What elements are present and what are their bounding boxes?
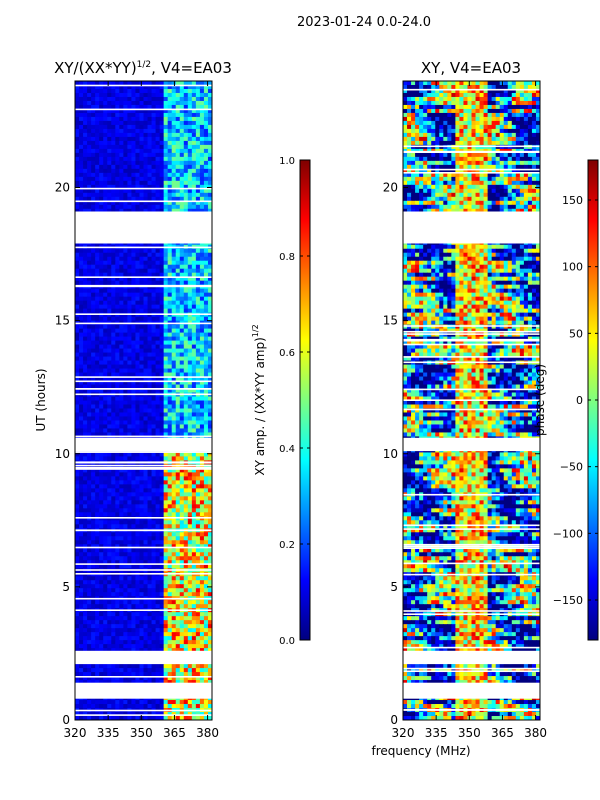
flagged-band xyxy=(75,650,212,665)
y-tick-label: 10 xyxy=(383,447,398,461)
colorbar-tick-label: 0.8 xyxy=(279,252,295,263)
amp-colorbar: 0.0 0.2 0.4 0.6 0.8 1.0 XY amp. / (XX*YY amp)… xyxy=(251,156,311,647)
phase-axes-frame xyxy=(402,80,541,721)
x-tick-label: 380 xyxy=(196,726,219,740)
phase-colorbar-label: phase (deg) xyxy=(533,364,547,436)
x-tick-label: 335 xyxy=(97,726,120,740)
x-tick-label: 365 xyxy=(163,726,186,740)
flagged-band xyxy=(403,211,540,244)
x-tick-label: 320 xyxy=(392,726,415,740)
y-tick-label: 20 xyxy=(55,181,70,195)
phase-heatmap xyxy=(403,81,540,720)
colorbar-tick-label: −150 xyxy=(553,594,583,607)
x-tick-label: 335 xyxy=(425,726,448,740)
phase-x-axis: 320 335 350 365 380 xyxy=(392,81,547,740)
x-tick-label: 350 xyxy=(458,726,481,740)
phase-panel: XY, V4=EA03 320 335 350 365 380 0 5 10 15 20 xyxy=(383,59,547,740)
colorbar-tick-label: 0 xyxy=(576,394,583,407)
x-tick-label: 320 xyxy=(64,726,87,740)
flagged-band xyxy=(75,682,212,699)
flagged-band xyxy=(403,437,540,452)
y-tick-label: 5 xyxy=(390,580,398,594)
y-tick-label: 10 xyxy=(55,447,70,461)
y-tick-label: 15 xyxy=(55,314,70,328)
amp-ratio-y-axis: 0 5 10 15 20 xyxy=(55,181,212,727)
y-tick-label: 5 xyxy=(62,580,70,594)
amp-ratio-axes-frame xyxy=(74,80,213,721)
amp-colorbar-ticks: 0.0 0.2 0.4 0.6 0.8 1.0 xyxy=(279,156,310,647)
colorbar-tick-label: 100 xyxy=(562,261,583,274)
flagged-band xyxy=(75,211,212,244)
phase-colorbar-ticks: −150 −100 −50 0 50 100 150 xyxy=(553,194,598,607)
amp-ratio-y-axis-label: UT (hours) xyxy=(34,368,48,431)
flagged-band xyxy=(403,682,540,699)
y-tick-label: 0 xyxy=(62,713,70,727)
amp-ratio-panel: XY/(XX*YY)1/2, V4=EA03 320 335 350 365 380 0… xyxy=(34,59,232,740)
colorbar-tick-label: 0.4 xyxy=(279,444,295,455)
y-tick-label: 20 xyxy=(383,181,398,195)
colorbar-tick-label: −100 xyxy=(553,527,583,540)
y-tick-label: 0 xyxy=(390,713,398,727)
figure-suptitle: 2023-01-24 0.0-24.0 xyxy=(297,15,431,30)
amp-ratio-heatmap xyxy=(75,81,212,720)
flagged-band xyxy=(403,650,540,665)
colorbar-tick-label: 0.2 xyxy=(279,540,295,551)
x-tick-label: 365 xyxy=(491,726,514,740)
amp-ratio-panel-title: XY/(XX*YY)1/2, V4=EA03 xyxy=(54,59,232,77)
x-tick-label: 380 xyxy=(524,726,547,740)
colorbar-tick-label: 50 xyxy=(569,327,583,340)
amp-colorbar-label: XY amp. / (XX*YY amp)1/2 xyxy=(251,324,267,475)
phase-colorbar: −150 −100 −50 0 50 100 150 phase (deg) xyxy=(533,159,599,641)
phase-y-axis: 0 5 10 15 20 xyxy=(383,181,540,727)
colorbar-tick-label: 0.6 xyxy=(279,348,295,359)
colorbar-tick-label: 1.0 xyxy=(279,156,295,167)
colorbar-tick-label: 150 xyxy=(562,194,583,207)
flagged-band xyxy=(75,437,212,452)
amp-ratio-x-axis: 320 335 350 365 380 xyxy=(64,81,219,740)
x-tick-label: 350 xyxy=(130,726,153,740)
shared-x-axis-label: frequency (MHz) xyxy=(371,744,470,758)
phase-panel-title: XY, V4=EA03 xyxy=(421,59,521,77)
amp-colorbar-gradient xyxy=(299,159,311,641)
colorbar-tick-label: −50 xyxy=(560,461,583,474)
colorbar-tick-label: 0.0 xyxy=(279,636,295,647)
y-tick-label: 15 xyxy=(383,314,398,328)
